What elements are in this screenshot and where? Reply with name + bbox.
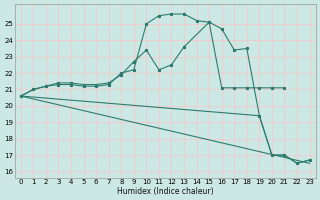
- X-axis label: Humidex (Indice chaleur): Humidex (Indice chaleur): [117, 187, 213, 196]
